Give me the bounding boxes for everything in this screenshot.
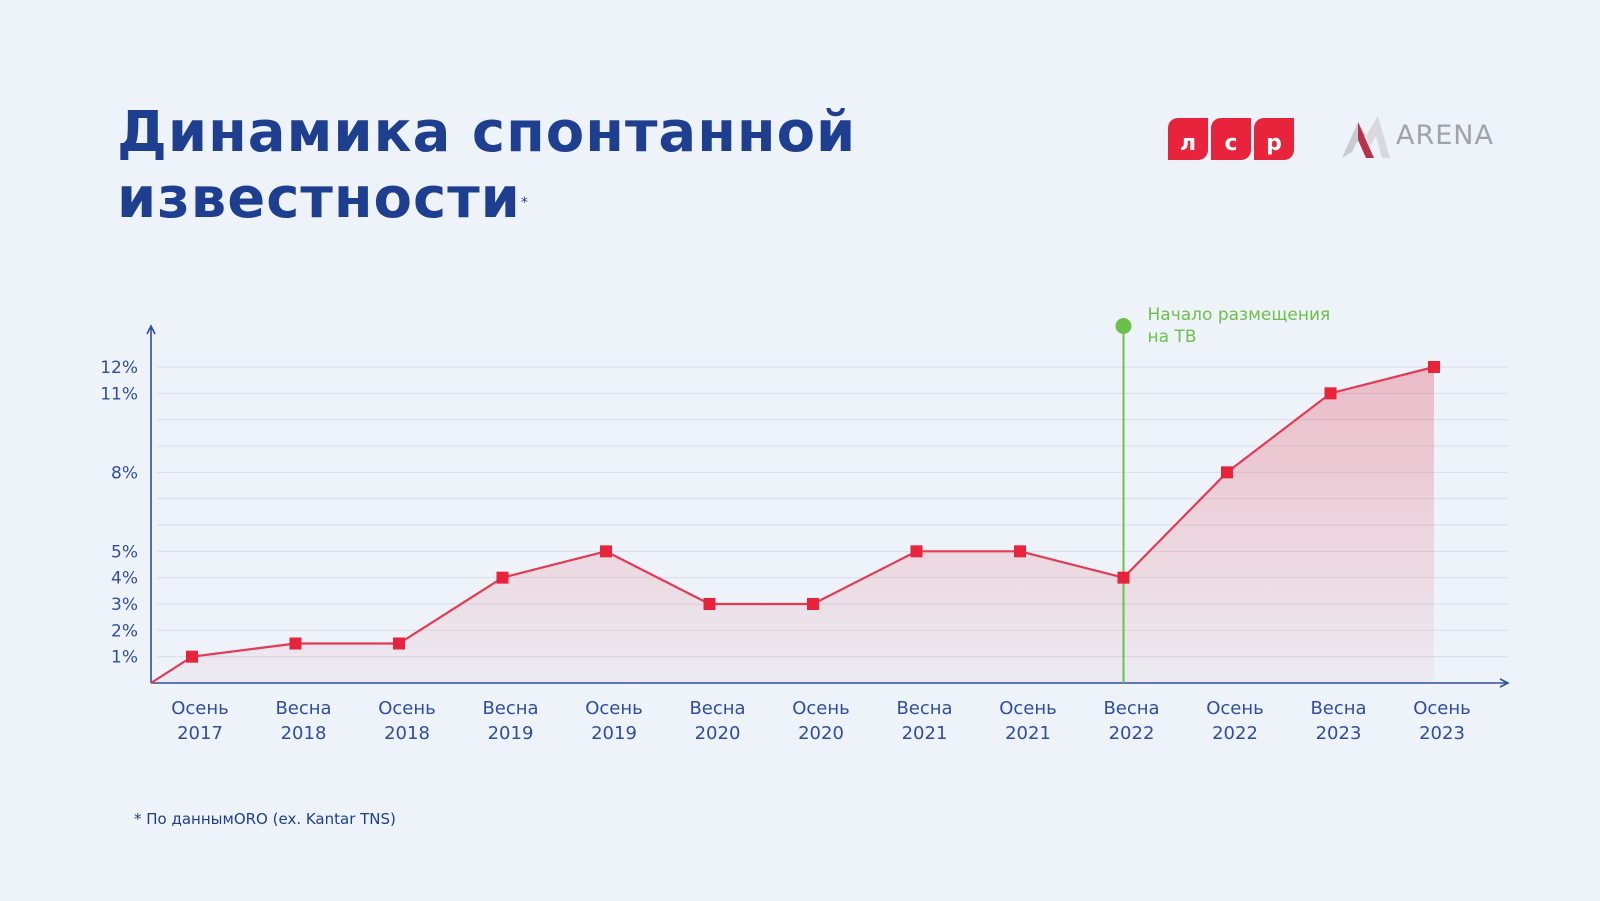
x-tick-label-year: 2018 <box>281 723 327 744</box>
x-tick-label-season: Осень <box>792 698 850 719</box>
x-tick-label-season: Весна <box>275 698 331 719</box>
x-tick-label-season: Осень <box>585 698 643 719</box>
data-point <box>1117 571 1130 584</box>
x-tick-label-year: 2019 <box>488 723 534 744</box>
page-title: Динамика спонтанной известности* <box>117 100 856 232</box>
title-line-2-text: известности <box>117 166 521 231</box>
x-tick-labels: Осень 2017 Весна 2018 Осень 2018 Весна 2019 Осен… <box>171 698 1471 744</box>
x-tick-label-year: 2020 <box>798 723 844 744</box>
x-tick-label-year: 2023 <box>1316 723 1362 744</box>
area-fill <box>151 367 1434 683</box>
y-tick-label: 11% <box>100 384 138 404</box>
y-axis-arrow-icon <box>146 324 156 335</box>
data-point <box>910 545 923 558</box>
x-tick-label-year: 2021 <box>1005 723 1051 744</box>
arena-logo-text: ARENA <box>1396 120 1494 151</box>
arena-logo-icon <box>1342 116 1390 158</box>
data-point <box>186 650 198 663</box>
x-tick-label-season: Осень <box>378 698 436 719</box>
x-tick-label-season: Весна <box>1310 698 1366 719</box>
x-tick-label-season: Осень <box>171 698 229 719</box>
footnote: * По даннымORO (ex. Kantar TNS) <box>134 810 396 828</box>
x-tick-label-season: Осень <box>999 698 1057 719</box>
lsr-logo-letter-1: л <box>1168 118 1208 160</box>
x-tick-label-season: Осень <box>1206 698 1264 719</box>
series-line <box>150 365 1435 684</box>
x-tick-label-year: 2021 <box>902 723 948 744</box>
annotation-line-1: Начало размещения <box>1148 305 1331 325</box>
annotation-line-2: на ТВ <box>1148 327 1197 347</box>
y-tick-label: 8% <box>111 463 138 483</box>
x-tick-label-season: Весна <box>896 698 952 719</box>
tv-marker-dot <box>1115 318 1132 334</box>
y-tick-label: 5% <box>111 542 138 562</box>
data-point <box>393 637 405 650</box>
x-tick-label-year: 2023 <box>1419 723 1465 744</box>
title-line-2: известности* <box>117 166 856 232</box>
x-axis-arrow-icon <box>1499 678 1510 688</box>
x-tick-label-year: 2018 <box>384 723 430 744</box>
y-tick-label: 4% <box>111 569 138 589</box>
data-points <box>186 361 1440 663</box>
x-tick-label-year: 2020 <box>695 723 741 744</box>
lsr-logo: л с р <box>1168 118 1294 160</box>
x-tick-label-year: 2022 <box>1212 723 1258 744</box>
y-tick-label: 12% <box>100 358 138 378</box>
data-point <box>1014 545 1026 558</box>
data-point <box>807 598 819 610</box>
y-tick-label: 3% <box>111 595 138 615</box>
y-tick-label: 2% <box>111 621 138 641</box>
y-tick-labels: 1% 2% 3% 4% 5% 8% 11% 12% <box>100 358 138 668</box>
logos: л с р ARENA <box>1168 112 1508 162</box>
data-point <box>1324 387 1337 400</box>
title-line-1: Динамика спонтанной <box>117 100 857 165</box>
x-tick-label-season: Весна <box>482 698 538 719</box>
x-tick-label-season: Осень <box>1413 698 1471 719</box>
axes <box>146 324 1510 688</box>
x-tick-label-year: 2017 <box>177 723 223 744</box>
x-tick-label-year: 2022 <box>1109 723 1155 744</box>
lsr-logo-letter-3: р <box>1254 118 1294 160</box>
data-point <box>1221 466 1233 479</box>
x-tick-label-season: Весна <box>689 698 745 719</box>
x-tick-label-season: Весна <box>1103 698 1159 719</box>
data-point <box>1428 361 1440 373</box>
data-point <box>703 598 716 610</box>
title-footnote-marker: * <box>520 195 529 211</box>
data-point <box>600 545 612 558</box>
lsr-logo-letter-2: с <box>1211 118 1251 160</box>
data-point <box>289 637 302 650</box>
y-tick-label: 1% <box>111 648 138 668</box>
data-point <box>496 571 509 584</box>
x-tick-label-year: 2019 <box>591 723 637 744</box>
